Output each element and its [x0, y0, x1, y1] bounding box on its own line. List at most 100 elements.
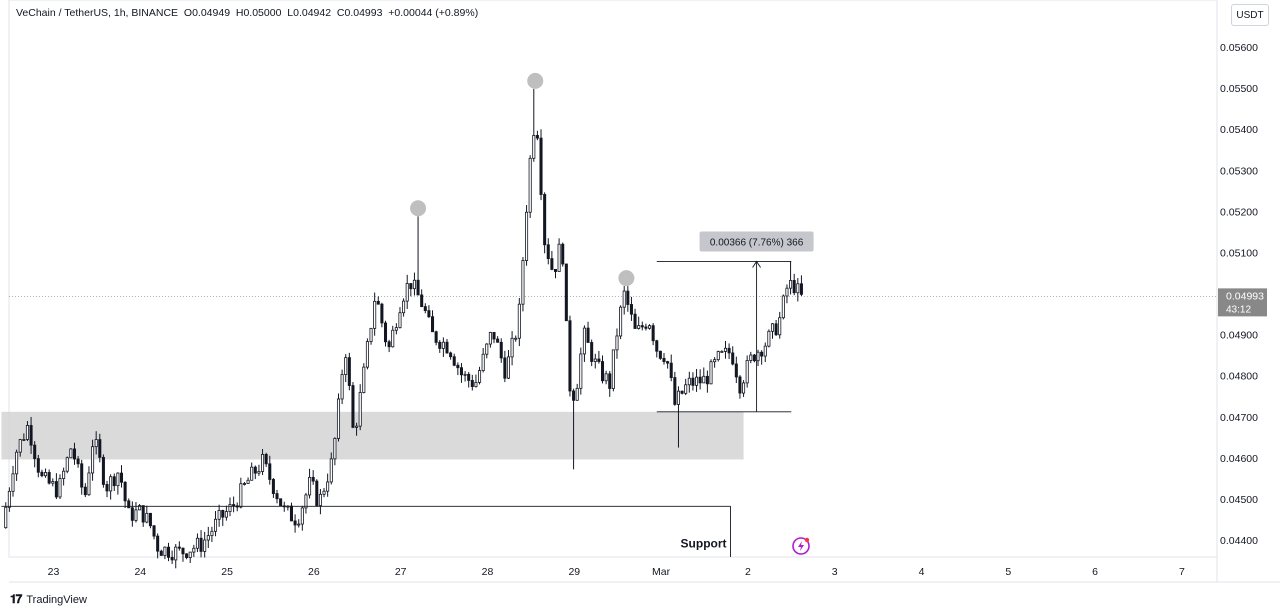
- candle[interactable]: [745, 360, 749, 384]
- candle[interactable]: [174, 546, 178, 561]
- branding[interactable]: 𝟏𝟕 TradingView: [10, 592, 87, 607]
- candle[interactable]: [452, 356, 456, 366]
- candle[interactable]: [344, 357, 348, 375]
- candle[interactable]: [705, 375, 709, 385]
- candle[interactable]: [293, 520, 297, 526]
- candle[interactable]: [300, 507, 304, 525]
- candle[interactable]: [420, 294, 424, 308]
- candle[interactable]: [770, 323, 775, 332]
- candle[interactable]: [347, 357, 351, 386]
- candle[interactable]: [792, 280, 796, 294]
- candle[interactable]: [308, 476, 312, 496]
- candle[interactable]: [463, 373, 467, 376]
- candle[interactable]: [669, 362, 673, 378]
- candle[interactable]: [535, 135, 539, 139]
- candle[interactable]: [481, 353, 485, 371]
- candle[interactable]: [264, 454, 268, 465]
- candle[interactable]: [148, 512, 152, 527]
- candle[interactable]: [709, 361, 713, 385]
- candle[interactable]: [177, 546, 181, 549]
- candle[interactable]: [91, 446, 95, 474]
- candle[interactable]: [311, 476, 315, 482]
- symbol-title[interactable]: VeChain / TetherUS, 1h, BINANCE: [16, 7, 179, 19]
- candle[interactable]: [496, 338, 500, 343]
- candle[interactable]: [318, 493, 322, 506]
- candle[interactable]: [785, 287, 789, 297]
- candle[interactable]: [760, 351, 764, 357]
- candle[interactable]: [4, 506, 8, 529]
- candle[interactable]: [553, 268, 558, 272]
- candle[interactable]: [336, 398, 341, 439]
- candle[interactable]: [582, 327, 586, 355]
- candle[interactable]: [123, 481, 127, 502]
- candle[interactable]: [239, 483, 243, 508]
- candle[interactable]: [640, 325, 644, 328]
- candle[interactable]: [329, 458, 333, 483]
- candle[interactable]: [101, 456, 105, 485]
- candle[interactable]: [62, 470, 66, 479]
- candle[interactable]: [742, 382, 746, 394]
- candle[interactable]: [456, 364, 460, 369]
- candle[interactable]: [781, 295, 785, 319]
- candle[interactable]: [662, 357, 666, 362]
- candle[interactable]: [275, 493, 279, 500]
- candle[interactable]: [575, 387, 579, 401]
- candle[interactable]: [232, 504, 236, 507]
- candle[interactable]: [611, 349, 615, 389]
- candle[interactable]: [619, 306, 623, 337]
- candle[interactable]: [387, 341, 391, 348]
- candle[interactable]: [333, 438, 337, 460]
- candle[interactable]: [253, 466, 257, 474]
- candle[interactable]: [33, 444, 37, 460]
- candle[interactable]: [297, 523, 301, 526]
- candle[interactable]: [427, 310, 431, 318]
- candle[interactable]: [459, 367, 463, 376]
- candle[interactable]: [22, 439, 26, 441]
- candle[interactable]: [720, 351, 724, 353]
- candle[interactable]: [261, 454, 265, 472]
- candle[interactable]: [546, 244, 550, 259]
- candle[interactable]: [365, 341, 369, 368]
- candle[interactable]: [80, 463, 84, 488]
- candle[interactable]: [731, 352, 735, 365]
- candle[interactable]: [716, 351, 720, 361]
- candle[interactable]: [383, 322, 388, 343]
- candle[interactable]: [633, 313, 637, 329]
- candle[interactable]: [69, 448, 73, 459]
- candle[interactable]: [651, 325, 655, 342]
- candle[interactable]: [597, 358, 601, 362]
- candle[interactable]: [166, 546, 171, 558]
- candle[interactable]: [666, 361, 670, 364]
- candle[interactable]: [539, 137, 543, 195]
- candle[interactable]: [528, 157, 532, 213]
- candle[interactable]: [206, 535, 210, 541]
- candle[interactable]: [557, 243, 561, 272]
- candle[interactable]: [626, 290, 630, 305]
- candle[interactable]: [637, 325, 641, 329]
- candle[interactable]: [438, 341, 442, 349]
- candle[interactable]: [655, 340, 659, 352]
- candle[interactable]: [250, 466, 254, 481]
- candle[interactable]: [615, 335, 619, 351]
- candle[interactable]: [224, 511, 228, 518]
- candle[interactable]: [517, 303, 521, 339]
- candle[interactable]: [181, 547, 185, 555]
- candle[interactable]: [221, 510, 225, 518]
- candle[interactable]: [214, 518, 218, 532]
- candle[interactable]: [434, 331, 438, 343]
- candle[interactable]: [83, 486, 87, 496]
- candle[interactable]: [163, 546, 167, 556]
- candle[interactable]: [738, 376, 742, 394]
- candle[interactable]: [192, 547, 196, 553]
- candle[interactable]: [506, 356, 510, 379]
- candle[interactable]: [138, 505, 142, 511]
- candle[interactable]: [644, 326, 648, 329]
- candle[interactable]: [112, 476, 116, 487]
- candle[interactable]: [684, 384, 688, 394]
- candle[interactable]: [756, 351, 760, 362]
- candle[interactable]: [492, 331, 496, 340]
- candle[interactable]: [130, 507, 134, 521]
- candle[interactable]: [763, 345, 767, 357]
- candle[interactable]: [398, 312, 402, 329]
